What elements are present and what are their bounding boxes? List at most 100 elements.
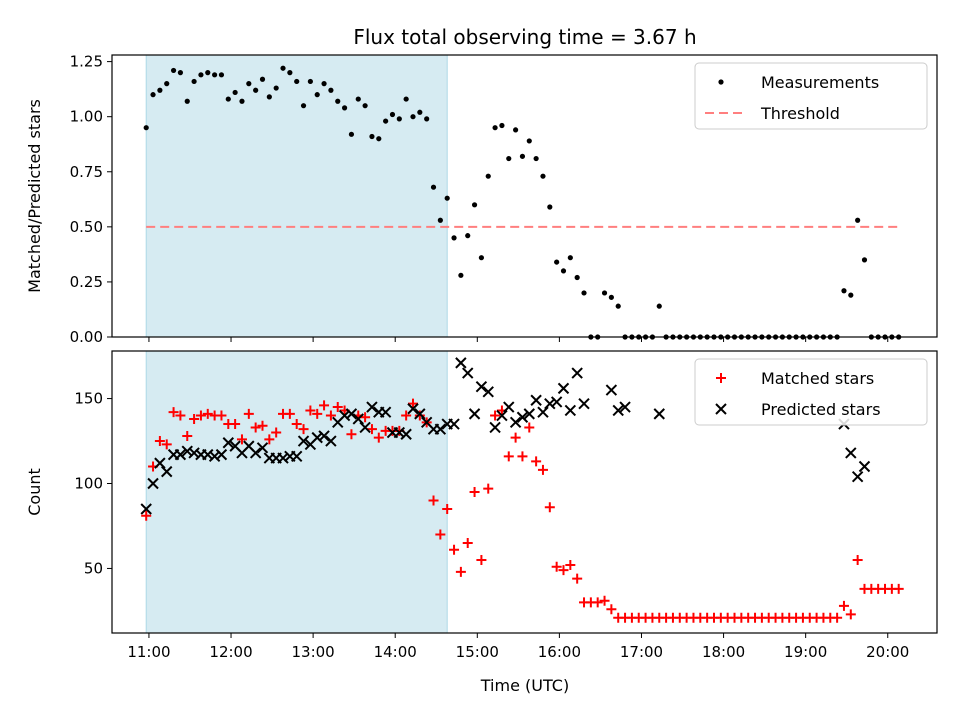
data-point — [560, 268, 567, 274]
data-point — [376, 136, 382, 142]
data-point — [305, 405, 316, 416]
data-point — [401, 410, 412, 421]
data-point — [424, 116, 430, 122]
legend: Measurements Threshold — [694, 62, 928, 130]
x-tick-label: 11:00 — [127, 643, 170, 661]
data-point — [396, 116, 402, 122]
data-point — [216, 410, 227, 421]
data-point — [298, 424, 309, 435]
data-point — [455, 357, 467, 369]
data-point — [215, 448, 228, 461]
chart-title: Flux total observing time = 3.67 h — [353, 25, 696, 49]
data-point — [243, 408, 254, 419]
data-point — [250, 422, 261, 433]
data-point — [442, 503, 453, 514]
data-point — [312, 408, 323, 419]
data-point — [437, 217, 443, 223]
data-point — [202, 408, 213, 419]
data-point — [851, 471, 864, 483]
data-point — [369, 133, 375, 140]
data-point — [490, 410, 501, 421]
shaded-interval — [145, 54, 448, 338]
data-point — [838, 600, 849, 611]
data-point — [656, 303, 662, 309]
data-point — [547, 204, 553, 210]
data-point — [469, 487, 480, 497]
data-point — [893, 583, 904, 594]
y-axis-label: Count — [25, 468, 44, 516]
data-point — [523, 408, 535, 420]
data-point — [451, 235, 457, 241]
data-point — [567, 255, 573, 261]
data-point — [428, 495, 439, 506]
data-point — [471, 202, 478, 208]
data-point — [503, 451, 514, 462]
data-point — [400, 428, 412, 440]
legend-label: Measurements — [761, 73, 879, 92]
data-point — [489, 421, 501, 434]
data-point — [574, 274, 580, 281]
data-point — [360, 412, 371, 423]
data-point — [608, 294, 614, 300]
data-point — [407, 398, 418, 409]
y-tick-label: 50 — [84, 559, 103, 577]
data-point — [147, 477, 159, 490]
shaded-interval — [145, 350, 448, 634]
data-point — [861, 257, 868, 263]
data-point — [170, 67, 177, 74]
data-point — [154, 457, 166, 469]
legend-label: Predicted stars — [761, 400, 881, 419]
data-point — [321, 81, 327, 87]
data-point — [417, 109, 423, 115]
x-axis-label: Time (UTC) — [480, 676, 569, 695]
data-point — [271, 427, 282, 438]
x-tick-label: 15:00 — [456, 643, 499, 661]
data-point — [332, 402, 343, 413]
data-point — [236, 434, 247, 445]
data-point — [599, 595, 610, 606]
data-point — [414, 410, 425, 421]
data-point — [513, 127, 519, 133]
y-tick-label: 0.75 — [70, 163, 103, 181]
data-point — [161, 439, 172, 450]
data-point — [280, 65, 286, 71]
y-tick-label: 1.25 — [70, 53, 103, 71]
data-point — [537, 406, 549, 418]
data-point — [195, 410, 206, 421]
legend: Matched stars Predicted stars — [694, 358, 928, 426]
y-tick-label: 100 — [74, 475, 103, 493]
data-point — [496, 409, 508, 422]
y-tick-label: 1.00 — [70, 108, 103, 126]
data-point — [516, 411, 529, 423]
data-point — [352, 413, 364, 425]
data-point — [551, 561, 562, 572]
data-point — [264, 434, 275, 445]
data-point — [239, 98, 245, 104]
data-point — [294, 78, 300, 85]
data-point — [492, 125, 498, 131]
legend-swatch — [715, 403, 727, 415]
data-point — [259, 76, 266, 82]
data-point — [212, 72, 218, 78]
bottom-panel: 11:00 12:00 13:00 14:00 15:00 16:00 17:00 18:00… — [25, 350, 938, 661]
data-point — [578, 397, 590, 410]
data-point — [359, 421, 371, 434]
data-point — [615, 303, 621, 309]
data-point — [266, 94, 272, 100]
data-point — [253, 87, 259, 93]
data-point — [345, 408, 358, 420]
data-point — [314, 92, 320, 98]
data-point — [328, 87, 334, 93]
data-point — [537, 464, 548, 475]
data-point — [444, 195, 450, 201]
data-point — [592, 597, 603, 608]
data-point — [845, 609, 856, 620]
data-point — [509, 416, 522, 429]
data-point — [335, 98, 341, 104]
data-point — [307, 78, 313, 85]
x-tick-label: 18:00 — [702, 643, 745, 661]
data-point — [483, 483, 494, 494]
data-point — [300, 103, 307, 109]
data-point — [557, 382, 570, 395]
data-point — [499, 122, 505, 129]
